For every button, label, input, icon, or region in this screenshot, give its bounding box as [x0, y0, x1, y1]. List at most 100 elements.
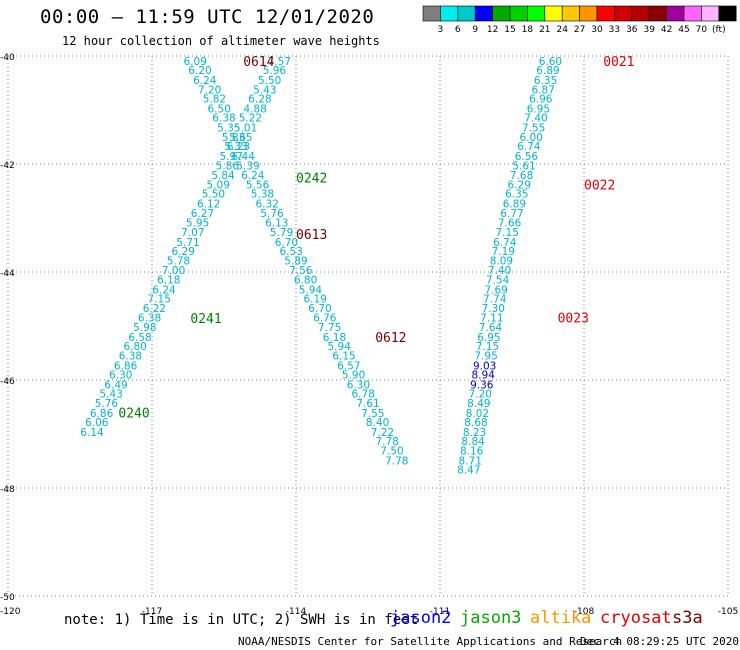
swh-value-label: 7.95 — [474, 351, 497, 363]
x-tick-label: -108 — [574, 607, 595, 617]
swh-value-label: 7.55 — [361, 408, 384, 420]
swh-value-label: 6.80 — [294, 275, 317, 287]
colorbar-swatch — [474, 5, 493, 22]
swh-value-label: 6.56 — [515, 151, 539, 163]
swh-value-label: 7.54 — [486, 275, 510, 287]
swh-value-label: 5.83 — [222, 132, 245, 144]
time-label: 0613 — [296, 228, 327, 243]
swh-value-label: 5.96 — [263, 65, 287, 77]
colorbar-swatch — [527, 5, 546, 22]
swh-value-label: 6.78 — [352, 389, 375, 401]
y-tick-label: -48 — [0, 485, 15, 495]
swh-value-label: 6.15 — [332, 351, 355, 363]
swh-value-label: 7.56 — [289, 265, 313, 277]
swh-value-label: 6.87 — [532, 84, 555, 96]
y-tick-label: -40 — [0, 53, 15, 63]
colorbar-tick-label: 39 — [643, 25, 655, 35]
colorbar-tick-label: 70 — [696, 25, 708, 35]
colorbar-tick-label: 42 — [661, 25, 672, 35]
colorbar-swatch — [579, 5, 598, 22]
swh-value-label: 6.77 — [500, 208, 523, 220]
swh-value-label: 5.79 — [270, 227, 293, 239]
colorbar-tick-label: 24 — [556, 25, 568, 35]
y-tick-label: -46 — [0, 377, 15, 387]
swh-value-label: 6.38 — [119, 351, 142, 363]
swh-value-label: 6.32 — [256, 198, 279, 210]
colorbar-swatch — [614, 5, 633, 22]
x-tick-label: -111 — [430, 607, 450, 617]
colorbar-swatch — [457, 5, 476, 22]
x-tick-label: -120 — [0, 607, 21, 617]
legend-cryosat: cryosat — [600, 608, 672, 628]
colorbar-tick-label: 3 — [438, 25, 444, 35]
colorbar-swatch — [422, 5, 441, 22]
time-label: 0612 — [375, 331, 406, 346]
colorbar-tick-label: 21 — [539, 25, 550, 35]
plot-frame — [7, 55, 729, 597]
colorbar-swatch — [701, 5, 720, 22]
swh-value-label: 5.61 — [512, 161, 535, 173]
time-label: 0614 — [243, 55, 274, 70]
time-label: 0242 — [296, 172, 327, 187]
chart-subtitle: 12 hour collection of altimeter wave hei… — [62, 34, 380, 48]
legend-jason2: jason2 — [390, 608, 452, 628]
swh-value-label: 5.84 — [211, 170, 235, 182]
swh-value-label: 6.89 — [536, 65, 559, 77]
swh-value-label: 5.71 — [176, 237, 199, 249]
swh-value-label: 5.82 — [203, 94, 226, 106]
time-label: 0021 — [603, 55, 634, 70]
swh-value-label: 7.11 — [480, 312, 503, 324]
swh-value-label: 5.95 — [186, 217, 209, 229]
swh-value-label: 6.76 — [313, 312, 337, 324]
swh-value-label: 7.15 — [148, 293, 171, 305]
swh-value-label: 7.74 — [483, 293, 507, 305]
swh-value-label: 6.09 — [184, 56, 207, 68]
swh-value-label: 6.24 — [152, 284, 176, 296]
swh-value-label: 8.23 — [463, 427, 486, 439]
y-tick-label: -42 — [0, 161, 15, 171]
colorbar-swatch — [596, 5, 615, 22]
swh-value-label: 6.80 — [124, 341, 147, 353]
swh-value-label: 5.89 — [284, 256, 307, 268]
colorbar-swatch — [631, 5, 650, 22]
swh-value-label: 5.76 — [95, 398, 119, 410]
swh-value-label: 6.38 — [138, 312, 161, 324]
colorbar-tick-label: 33 — [609, 25, 620, 35]
swh-value-label: 9.03 — [473, 360, 496, 372]
swh-value-label: 5.43 — [100, 389, 123, 401]
x-tick-label: -114 — [286, 607, 307, 617]
colorbar-swatch — [440, 5, 459, 22]
swh-value-label: 8.49 — [467, 398, 490, 410]
swh-value-label: 6.70 — [308, 303, 331, 315]
x-tick-label: -105 — [718, 607, 738, 617]
swh-value-label: 8.84 — [461, 436, 485, 448]
swh-value-label: 5.97 — [220, 151, 243, 163]
swh-value-label: 5.01 — [234, 122, 257, 134]
colorbar-tick-label: 6 — [455, 25, 461, 35]
swh-value-label: 5.94 — [299, 284, 323, 296]
colorbar-tick-label: 15 — [504, 25, 515, 35]
x-tick-label: -117 — [142, 607, 162, 617]
swh-value-label: 6.96 — [529, 94, 553, 106]
colorbar-tick-label: 30 — [591, 25, 603, 35]
swh-value-label: 5.09 — [207, 180, 230, 192]
legend-s3a: s3a — [672, 608, 703, 628]
swh-value-label: 6.89 — [503, 198, 526, 210]
swh-value-label: 7.15 — [476, 341, 499, 353]
time-label: 0023 — [558, 311, 589, 326]
swh-value-label: 6.35 — [534, 75, 557, 87]
swh-value-label: 5.43 — [253, 84, 276, 96]
swh-value-label: 5.78 — [167, 256, 190, 268]
swh-value-label: 6.95 — [527, 103, 550, 115]
swh-value-label: 7.40 — [524, 113, 547, 125]
swh-value-label: 6.60 — [539, 56, 562, 68]
colorbar-swatch — [561, 5, 580, 22]
swh-value-label: 6.14 — [80, 427, 104, 439]
swh-value-label: 5.98 — [133, 322, 156, 334]
swh-value-label: 6.18 — [157, 275, 180, 287]
swh-value-label: 8.71 — [459, 455, 482, 467]
colorbar-swatch — [544, 5, 563, 22]
swh-value-label: 6.19 — [304, 293, 327, 305]
colorbar-tick-label: 18 — [522, 25, 534, 35]
